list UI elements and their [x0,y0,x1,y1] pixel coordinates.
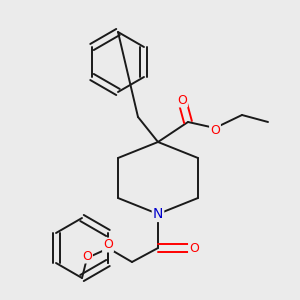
Text: N: N [153,207,163,221]
Text: O: O [189,242,199,254]
Text: O: O [82,250,92,262]
Text: O: O [103,238,113,251]
Text: O: O [210,124,220,136]
Text: O: O [177,94,187,106]
